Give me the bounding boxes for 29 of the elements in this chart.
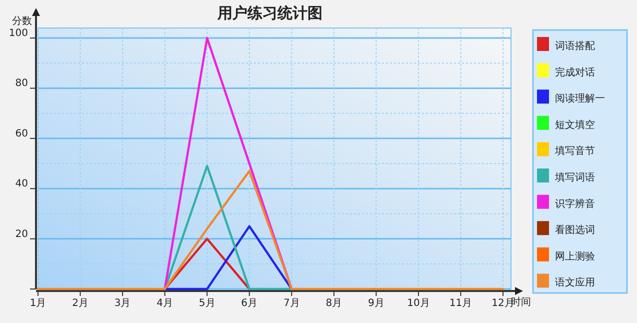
x-axis-title: 时间 [511,296,531,308]
x-tick-label: 5月 [198,298,216,309]
x-tick-label: 11月 [449,298,472,309]
y-tick-label: 20 [15,228,28,240]
x-tick-label: 8月 [326,298,342,309]
x-tick-label: 3月 [114,298,131,309]
y-tick-label: 40 [15,178,28,190]
legend-label: 看图选词 [555,224,595,236]
x-tick-label: 4月 [156,298,174,309]
y-tick-label: 80 [15,78,28,90]
legend-label: 填写音节 [554,145,595,158]
legend-label: 填写词语 [554,172,595,184]
legend-label: 语文应用 [555,276,595,289]
legend-label: 识字辨音 [555,198,595,210]
y-tick-label: 100 [8,28,28,40]
chart-title: 用户练习统计图 [216,4,322,22]
y-tick-label: 60 [15,128,28,140]
x-tick-label: 7月 [283,298,300,309]
x-tick-label: 10月 [407,298,430,309]
x-tick-label: 2月 [72,298,88,309]
legend-label: 短文填空 [555,118,595,131]
legend-label: 阅读理解一 [555,92,605,105]
legend-label: 完成对话 [555,66,595,78]
legend-label: 词语搭配 [555,40,595,52]
legend-label: 网上测验 [555,250,595,262]
y-axis-title: 分数 [12,15,32,27]
x-tick-label: 1月 [30,298,46,309]
x-tick-label: 6月 [241,298,258,309]
x-tick-label: 9月 [368,298,384,309]
